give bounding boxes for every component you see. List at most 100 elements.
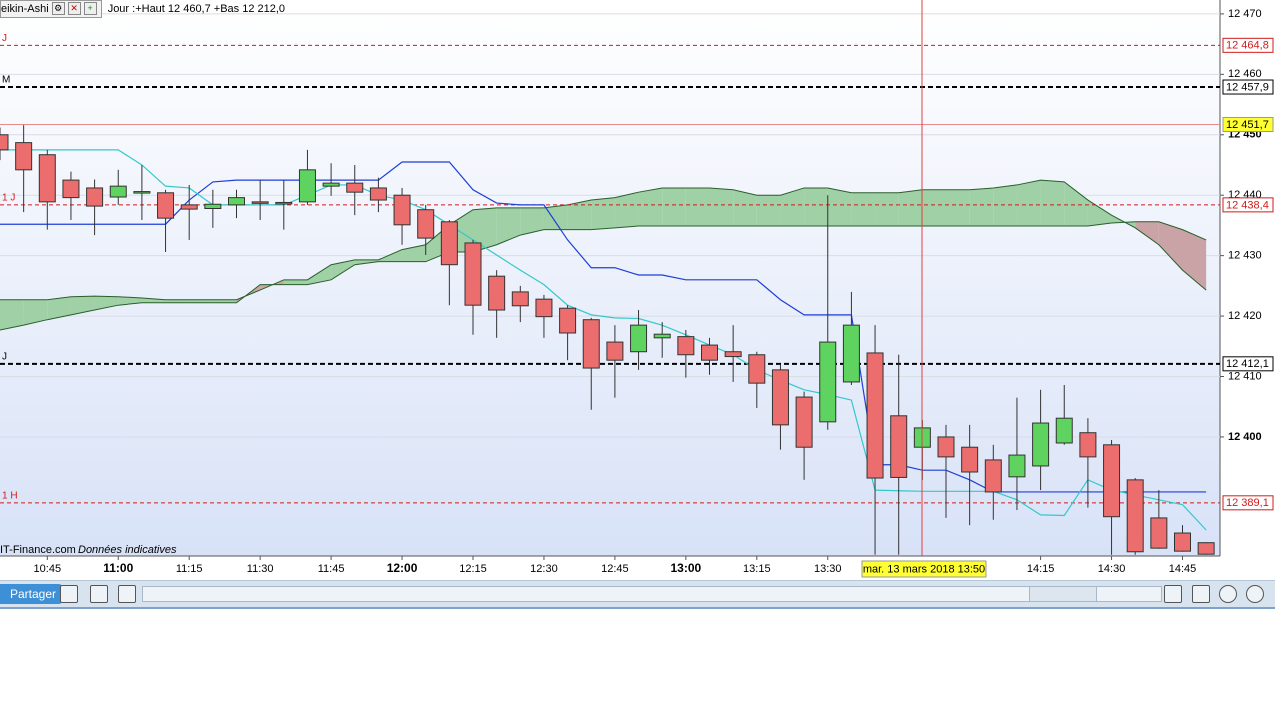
cloud-segment [685, 187, 710, 227]
cloud-segment [189, 299, 213, 303]
candle-body [346, 182, 364, 193]
candle-body [369, 187, 387, 201]
cloud-segment [898, 189, 923, 227]
cloud-segment [591, 197, 615, 230]
x-tick-label: 14:45 [1169, 563, 1197, 575]
level-tag: 1 J [2, 193, 15, 204]
cloud-segment [520, 207, 544, 236]
candle-body [157, 192, 175, 219]
price-axis [1220, 0, 1275, 580]
candle-body [488, 275, 506, 311]
candle-body [748, 354, 766, 384]
candle-body [890, 415, 908, 478]
candle-body [38, 154, 56, 203]
x-tick-label: 11:45 [318, 563, 345, 575]
cloud-segment [94, 296, 119, 311]
candle-body [961, 446, 979, 473]
candle-body [866, 352, 884, 479]
candle-body [1150, 517, 1168, 549]
level-label-bg [1222, 37, 1274, 53]
candle-body [251, 201, 269, 204]
zoom-fit-button[interactable] [1192, 585, 1210, 603]
x-tick-label: 11:00 [103, 561, 133, 575]
scroll-thumb[interactable] [1029, 587, 1097, 601]
cloud-segment [23, 299, 48, 326]
tool-button[interactable] [1164, 585, 1182, 603]
share-button[interactable]: Partager [0, 584, 63, 604]
cloud-segment [70, 296, 95, 315]
level-label-bg [1222, 356, 1274, 372]
y-tick-label: 12 410 [1228, 370, 1262, 382]
cloud-segment [733, 189, 757, 227]
crosshair-label-bg [861, 560, 987, 578]
cloud-segment [141, 297, 166, 303]
cloud-segment [1064, 181, 1088, 227]
layout-button[interactable] [118, 585, 136, 603]
cloud-segment [614, 192, 639, 228]
candle-body [1008, 454, 1026, 478]
level-label: 12 451,7 [1226, 119, 1269, 131]
y-tick-label: 12 470 [1228, 8, 1262, 20]
zoom-out-button[interactable] [1219, 585, 1237, 603]
candle-body [228, 197, 245, 206]
x-tick-label: 13:30 [814, 563, 842, 575]
candle-body [771, 369, 789, 426]
cloud-segment [1087, 200, 1112, 227]
cloud-segment [1040, 180, 1065, 227]
cloud-segment [993, 184, 1017, 227]
level-label: 12 464,8 [1226, 40, 1269, 52]
cloud-segment [1135, 221, 1159, 245]
indicator-box[interactable]: eikin-Ashi ⚙ ✕ + [0, 0, 102, 18]
candle-body [511, 291, 529, 307]
cloud-segment [543, 204, 568, 230]
cloud-segment [283, 279, 308, 285]
settings-icon[interactable]: ⚙ [51, 2, 65, 15]
candle-body [535, 298, 553, 318]
candle-body [15, 142, 33, 171]
candle-body [62, 179, 80, 199]
cloud-segment [946, 189, 970, 227]
cloud-segment [567, 200, 592, 230]
level-tag: M [2, 75, 10, 86]
watermark-note: Données indicatives [78, 544, 177, 556]
cloud-segment [638, 187, 663, 227]
candle-body [677, 336, 695, 356]
scrollbar[interactable] [142, 586, 1162, 602]
x-tick-label: 11:15 [176, 563, 203, 575]
candle-body [417, 209, 435, 239]
list-button[interactable] [90, 585, 108, 603]
cloud-segment [662, 187, 686, 227]
candle-body [795, 396, 813, 448]
candle-body [842, 324, 860, 383]
candle-body [1126, 479, 1144, 553]
indicator-line [0, 161, 1207, 493]
indicator-button[interactable] [60, 585, 78, 603]
x-tick-label: 12:15 [459, 563, 487, 575]
chart-header: eikin-Ashi ⚙ ✕ + Jour :+Haut 12 460,7 +Bas … [0, 0, 285, 18]
candle-body [559, 307, 577, 334]
candle-body [1079, 432, 1097, 458]
candle-body [630, 324, 648, 353]
candle-body [653, 333, 671, 339]
delete-icon[interactable]: ✕ [67, 2, 81, 15]
cloud-segment [780, 187, 805, 227]
cloud-segment [402, 244, 426, 262]
x-tick-label: 14:30 [1098, 563, 1126, 575]
cloud-edge [0, 221, 1207, 331]
cloud-segment [307, 264, 332, 285]
candle-body [937, 436, 955, 458]
candle-body [204, 203, 222, 209]
add-icon[interactable]: + [83, 2, 97, 15]
zoom-in-button[interactable] [1246, 585, 1264, 603]
cloud-segment [1158, 221, 1183, 271]
watermark-source: IT-Finance.com [0, 544, 76, 556]
candle-body [1032, 422, 1050, 467]
x-tick-label: 10:45 [34, 563, 62, 575]
candle-body [393, 194, 411, 226]
y-tick-label: 12 430 [1228, 250, 1262, 262]
level-tag: J [2, 33, 7, 44]
cloud-segment [212, 299, 237, 303]
level-label: 12 412,1 [1226, 358, 1269, 370]
candle-body [275, 201, 293, 205]
